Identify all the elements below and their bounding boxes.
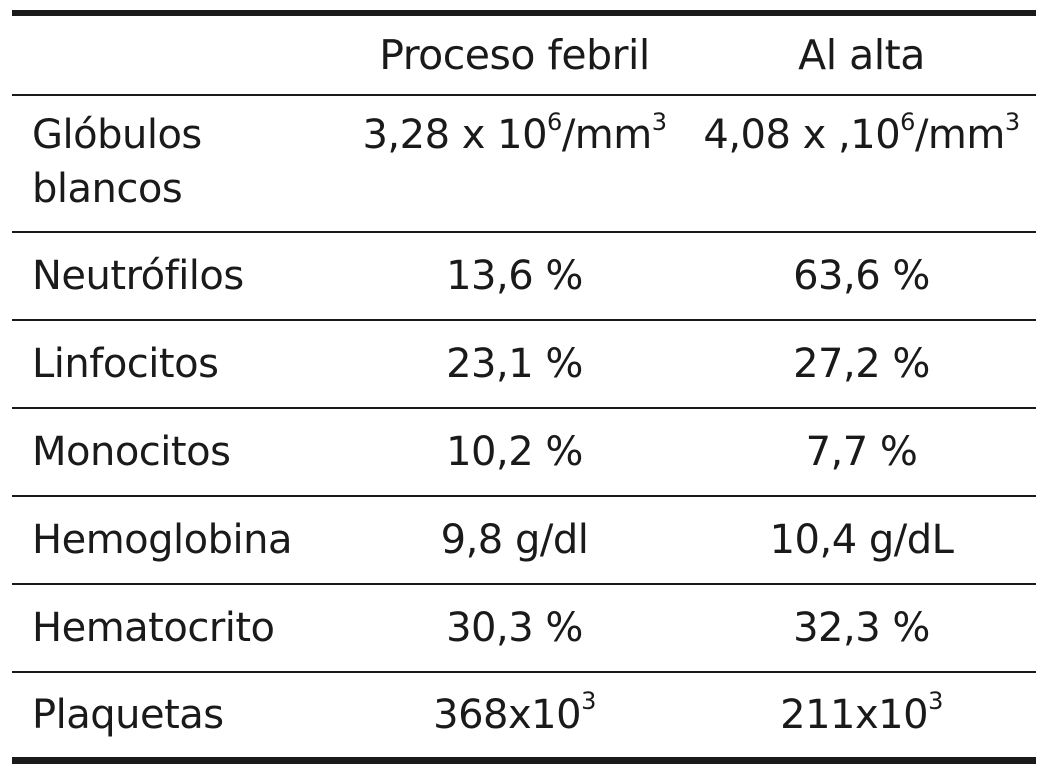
value-al-alta: 10,4 g/dL	[769, 517, 954, 563]
header-al-alta: Al alta	[798, 31, 925, 79]
value-proceso-febril: 10,2 %	[446, 429, 583, 475]
value-proceso-febril: 368x103	[342, 672, 687, 760]
table-row: Hemoglobina 9,8 g/dl 10,4 g/dL	[12, 496, 1036, 584]
value-proceso-febril: 23,1 %	[446, 341, 583, 387]
table-row: Linfocitos 23,1 % 27,2 %	[12, 320, 1036, 408]
table-row: Neutrófilos 13,6 % 63,6 %	[12, 232, 1036, 320]
row-label: Hematocrito	[32, 605, 275, 651]
value-base: 3,28 x 10	[362, 112, 548, 158]
value-proceso-febril: 30,3 %	[446, 605, 583, 651]
value-al-alta: 4,08 x ,106/mm3	[687, 95, 1036, 232]
row-label-line1: Glóbulos	[32, 112, 202, 158]
value-al-alta: 27,2 %	[793, 341, 930, 387]
lab-results-table-container: Proceso febril Al alta Glóbulos blancos …	[12, 10, 1036, 764]
row-label-line2: blancos	[32, 166, 183, 212]
header-empty-cell	[12, 13, 342, 95]
value-proceso-febril: 3,28 x 106/mm3	[342, 95, 687, 232]
value-base: 368x10	[433, 691, 582, 738]
table-body: Glóbulos blancos 3,28 x 106/mm3 4,08 x ,…	[12, 95, 1036, 760]
row-label: Linfocitos	[32, 341, 219, 387]
lab-results-table: Proceso febril Al alta Glóbulos blancos …	[12, 10, 1036, 764]
row-label: Hemoglobina	[32, 517, 292, 563]
value-al-alta: 7,7 %	[805, 429, 918, 475]
row-label: Monocitos	[32, 429, 231, 475]
value-exponent: 6	[900, 107, 915, 136]
value-proceso-febril: 9,8 g/dl	[440, 517, 589, 563]
value-exponent: 6	[547, 107, 562, 136]
value-base: 4,08 x ,10	[703, 112, 901, 158]
header-row: Proceso febril Al alta	[12, 13, 1036, 95]
value-unit-exponent: 3	[1004, 107, 1020, 136]
table-row: Plaquetas 368x103 211x103	[12, 672, 1036, 760]
table-row: Hematocrito 30,3 % 32,3 %	[12, 584, 1036, 672]
value-unit: /mm	[914, 112, 1005, 158]
row-label: Plaquetas	[32, 691, 224, 738]
value-proceso-febril: 13,6 %	[446, 253, 583, 299]
value-al-alta: 63,6 %	[793, 253, 930, 299]
table-header: Proceso febril Al alta	[12, 13, 1036, 95]
value-base: 211x10	[780, 691, 929, 738]
value-unit-exponent: 3	[651, 107, 667, 136]
value-exponent: 3	[928, 687, 943, 716]
table-row: Glóbulos blancos 3,28 x 106/mm3 4,08 x ,…	[12, 95, 1036, 232]
row-label: Neutrófilos	[32, 253, 244, 299]
value-al-alta: 211x103	[687, 672, 1036, 760]
table-row: Monocitos 10,2 % 7,7 %	[12, 408, 1036, 496]
row-label: Glóbulos blancos	[12, 95, 342, 232]
value-unit: /mm	[561, 112, 652, 158]
value-al-alta: 32,3 %	[793, 605, 930, 651]
header-proceso-febril: Proceso febril	[379, 31, 650, 79]
value-exponent: 3	[581, 687, 596, 716]
